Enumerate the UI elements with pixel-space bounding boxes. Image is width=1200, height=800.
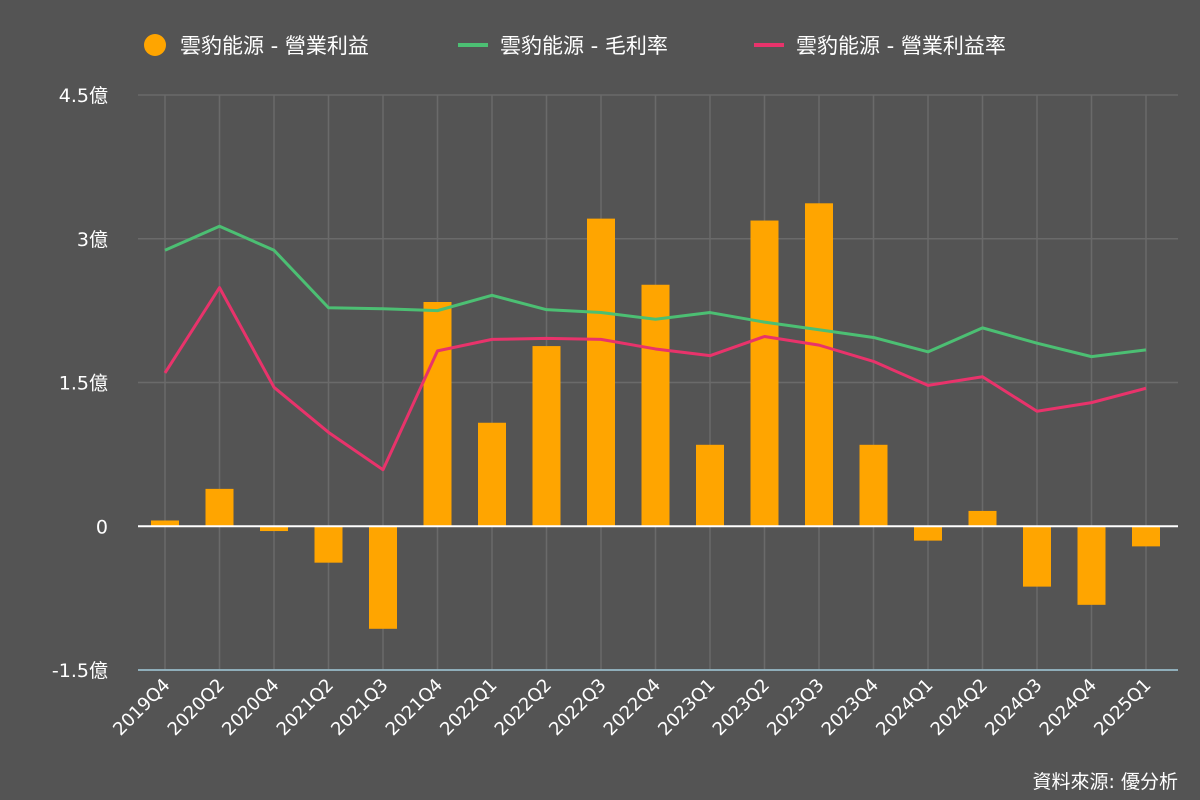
x-tick-label: 2023Q4: [818, 675, 883, 740]
legend-line-icon: [458, 43, 488, 47]
x-tick-label: 2024Q4: [1036, 675, 1101, 740]
x-tick-label: 2022Q4: [600, 675, 665, 740]
x-tick-label: 2022Q3: [545, 675, 610, 740]
legend-line-icon: [754, 43, 784, 47]
bar-operating-income: [369, 526, 397, 629]
x-tick-label: 2020Q4: [218, 675, 283, 740]
bar-operating-income: [1132, 526, 1160, 547]
y-tick-label: 4.5億: [59, 85, 108, 107]
x-tick-label: 2023Q3: [763, 675, 828, 740]
bar-operating-income: [696, 444, 724, 527]
y-tick-label: 1.5億: [59, 373, 108, 395]
x-tick-label: 2020Q2: [164, 675, 229, 740]
legend-label: 雲豹能源 - 毛利率: [500, 34, 668, 58]
bar-operating-income: [478, 422, 506, 527]
x-tick-label: 2021Q2: [273, 675, 338, 740]
legend-item-gross-margin[interactable]: 雲豹能源 - 毛利率: [458, 30, 668, 60]
y-tick-label: 0: [96, 516, 108, 538]
x-tick-label: 2021Q4: [382, 675, 447, 740]
bar-operating-income: [314, 526, 343, 563]
bar-operating-income: [423, 302, 452, 527]
legend-item-operating-margin[interactable]: 雲豹能源 - 營業利益率: [754, 30, 1006, 60]
bar-operating-income: [641, 284, 670, 527]
bar-operating-income: [805, 203, 833, 527]
bar-operating-income: [532, 346, 561, 527]
x-tick-label: 2023Q2: [709, 675, 774, 740]
bar-operating-income: [750, 220, 779, 527]
line-gross-margin: [164, 224, 1147, 359]
bar-operating-income: [968, 510, 997, 527]
bar-operating-income: [859, 444, 888, 527]
source-note: 資料來源: 優分析: [1032, 771, 1178, 793]
legend-label: 雲豹能源 - 營業利益: [180, 34, 369, 58]
y-tick-label: 3億: [77, 229, 108, 251]
y-tick-label: -1.5億: [52, 660, 108, 682]
x-tick-label: 2024Q1: [872, 675, 937, 740]
x-tick-label: 2021Q3: [327, 675, 392, 740]
x-tick-label: 2024Q3: [981, 675, 1046, 740]
x-tick-label: 2023Q1: [654, 675, 719, 740]
bar-operating-income: [1077, 526, 1106, 605]
x-tick-label: 2022Q1: [436, 675, 501, 740]
bar-operating-income: [587, 218, 615, 527]
line-operating-margin: [163, 286, 1147, 472]
x-tick-label: 2024Q2: [927, 675, 992, 740]
bar-operating-income: [151, 520, 179, 527]
x-tick-label: 2025Q1: [1090, 675, 1155, 740]
bar-operating-income: [205, 488, 234, 527]
x-tick-label: 2022Q2: [491, 675, 556, 740]
legend-item-operating-income[interactable]: 雲豹能源 - 營業利益: [144, 30, 369, 60]
x-tick-label: 2019Q4: [109, 675, 174, 740]
bar-operating-income: [1023, 526, 1051, 587]
legend-label: 雲豹能源 - 營業利益率: [796, 34, 1006, 58]
bar-operating-income: [260, 526, 288, 532]
bar-operating-income: [914, 526, 942, 541]
legend-circle-icon: [144, 34, 166, 56]
